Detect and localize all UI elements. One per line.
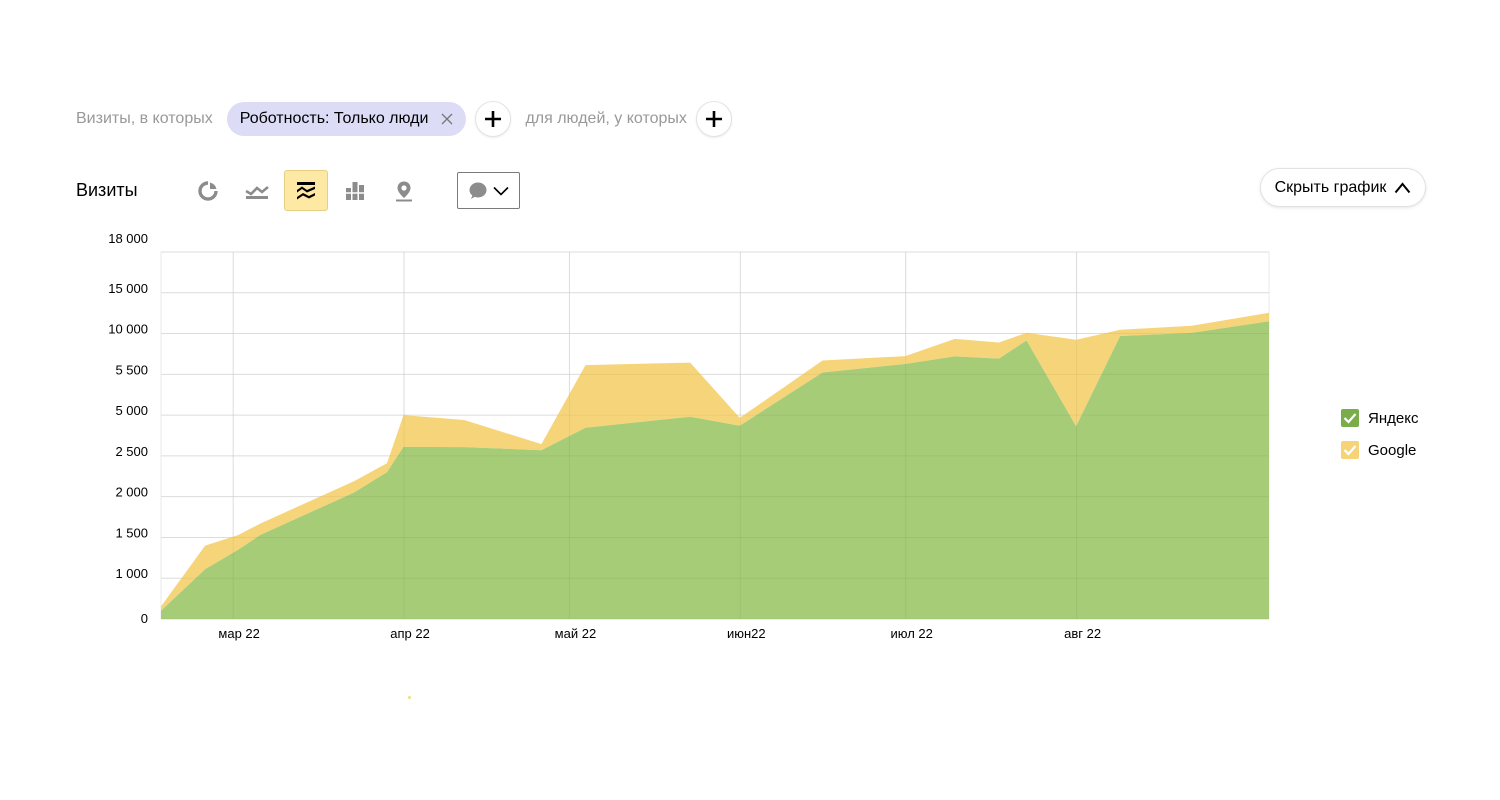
add-visit-condition-button[interactable] xyxy=(475,101,512,137)
plus-icon xyxy=(705,111,722,127)
legend-item-google[interactable]: Google xyxy=(1341,439,1418,461)
segment-filter-bar: Визиты, в которых Роботность: Только люд… xyxy=(76,101,732,137)
y-tick-label: 0 xyxy=(141,611,148,626)
y-tick-label: 2 500 xyxy=(115,444,148,459)
pie-chart-icon xyxy=(198,180,218,201)
y-tick-label: 18 000 xyxy=(108,231,148,246)
x-tick-label: июл 22 xyxy=(890,626,932,641)
x-tick-label: июн22 xyxy=(727,626,766,641)
stacked-bar-icon xyxy=(346,181,364,200)
checkbox-icon[interactable] xyxy=(1341,409,1359,427)
plus-icon xyxy=(485,111,502,127)
metric-title: Визиты xyxy=(76,180,138,200)
chevron-up-icon xyxy=(1395,181,1411,193)
x-tick-label: май 22 xyxy=(555,626,597,641)
y-tick-label: 5 000 xyxy=(115,403,148,418)
x-tick-label: апр 22 xyxy=(390,626,430,641)
visits-stacked-area-chart: 18 000 15 000 10 000 5 500 5 000 2 500 2 000 1 … xyxy=(108,231,1270,641)
visits-filter-label: Визиты, в которых xyxy=(76,110,213,127)
y-tick-label: 15 000 xyxy=(108,281,148,296)
y-tick-label: 10 000 xyxy=(108,322,148,337)
people-filter-label: для людей, у которых xyxy=(525,110,687,127)
legend-label: Google xyxy=(1368,441,1417,459)
decorative-dot xyxy=(408,696,411,699)
series-area-yandex xyxy=(161,321,1269,619)
y-axis: 18 000 15 000 10 000 5 500 5 000 2 500 2 000 1 … xyxy=(108,231,148,626)
chart-toolbar: Визиты xyxy=(76,170,520,211)
close-icon[interactable] xyxy=(440,112,454,126)
map-pin-icon xyxy=(396,181,412,201)
add-people-condition-button[interactable] xyxy=(695,101,732,137)
x-tick-label: авг 22 xyxy=(1064,626,1101,641)
annotations-dropdown[interactable] xyxy=(457,172,520,209)
chart-legend: Яндекс Google xyxy=(1341,407,1418,471)
stacked-area-button[interactable] xyxy=(284,170,328,211)
chart-areas xyxy=(161,251,1269,620)
checkbox-icon[interactable] xyxy=(1341,441,1359,459)
x-tick-label: мар 22 xyxy=(218,626,259,641)
pie-chart-button[interactable] xyxy=(186,170,230,211)
stacked-area-icon xyxy=(297,181,315,199)
y-tick-label: 5 500 xyxy=(115,362,148,377)
filter-chip-label: Роботность: Только люди xyxy=(239,110,429,127)
legend-label: Яндекс xyxy=(1368,409,1419,427)
filter-chip-robotness[interactable]: Роботность: Только люди xyxy=(226,102,467,136)
comment-icon xyxy=(469,182,487,199)
hide-chart-button[interactable]: Скрыть график xyxy=(1260,168,1426,207)
chevron-down-icon xyxy=(493,186,509,196)
stacked-bar-button[interactable] xyxy=(333,170,377,211)
y-tick-label: 2 000 xyxy=(115,485,148,500)
map-button[interactable] xyxy=(382,170,426,211)
line-chart-button[interactable] xyxy=(235,170,279,211)
y-tick-label: 1 000 xyxy=(115,566,148,581)
x-axis: мар 22 апр 22 май 22 июн22 июл 22 авг 22 xyxy=(218,626,1101,641)
y-tick-label: 1 500 xyxy=(115,525,148,540)
hide-chart-label: Скрыть график xyxy=(1274,178,1387,196)
legend-item-yandex[interactable]: Яндекс xyxy=(1341,407,1418,429)
line-chart-icon xyxy=(245,185,269,199)
